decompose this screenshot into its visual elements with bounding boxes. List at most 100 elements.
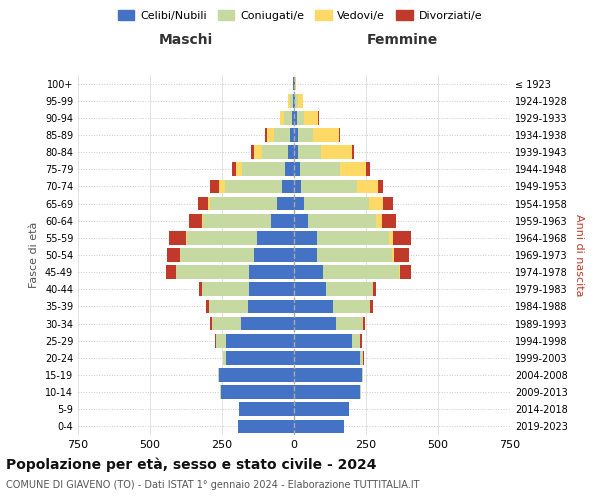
Bar: [206, 300, 209, 314]
Bar: [400, 266, 411, 279]
Bar: [218, 368, 219, 382]
Text: Maschi: Maschi: [159, 34, 213, 48]
Bar: [283, 180, 294, 194]
Bar: [169, 231, 186, 244]
Bar: [250, 266, 294, 279]
Bar: [189, 214, 202, 228]
Bar: [203, 214, 271, 228]
Bar: [166, 266, 176, 279]
Bar: [294, 128, 298, 142]
Bar: [294, 368, 362, 382]
Bar: [266, 128, 274, 142]
Bar: [254, 248, 294, 262]
Bar: [358, 180, 377, 194]
Bar: [294, 386, 360, 399]
Bar: [383, 196, 394, 210]
Bar: [298, 128, 313, 142]
Bar: [242, 162, 286, 176]
Bar: [323, 266, 399, 279]
Bar: [250, 282, 294, 296]
Y-axis label: Fasce di età: Fasce di età: [29, 222, 39, 288]
Bar: [277, 196, 294, 210]
Bar: [300, 162, 340, 176]
Bar: [211, 196, 277, 210]
Bar: [313, 128, 338, 142]
Bar: [294, 300, 333, 314]
Bar: [298, 94, 302, 108]
Bar: [382, 214, 396, 228]
Bar: [232, 162, 236, 176]
Bar: [219, 180, 225, 194]
Bar: [220, 386, 221, 399]
Bar: [226, 334, 294, 347]
Text: Femmine: Femmine: [367, 34, 437, 48]
Bar: [294, 196, 304, 210]
Bar: [394, 248, 409, 262]
Bar: [271, 214, 294, 228]
Bar: [284, 111, 292, 124]
Bar: [294, 146, 298, 159]
Bar: [363, 316, 365, 330]
Bar: [360, 351, 363, 364]
Bar: [216, 334, 226, 347]
Bar: [294, 402, 349, 416]
Bar: [186, 231, 187, 244]
Bar: [208, 196, 211, 210]
Bar: [286, 162, 294, 176]
Bar: [294, 316, 336, 330]
Bar: [304, 111, 319, 124]
Bar: [322, 146, 352, 159]
Bar: [376, 214, 382, 228]
Bar: [317, 248, 392, 262]
Bar: [394, 231, 410, 244]
Bar: [223, 351, 226, 364]
Bar: [254, 146, 262, 159]
Bar: [294, 266, 323, 279]
Bar: [294, 248, 317, 262]
Bar: [360, 334, 362, 347]
Bar: [362, 368, 363, 382]
Bar: [317, 231, 389, 244]
Bar: [167, 248, 179, 262]
Bar: [187, 231, 257, 244]
Bar: [369, 196, 383, 210]
Bar: [248, 300, 294, 314]
Bar: [197, 196, 208, 210]
Bar: [226, 351, 294, 364]
Bar: [238, 420, 294, 434]
Bar: [294, 214, 308, 228]
Bar: [288, 94, 290, 108]
Bar: [280, 111, 284, 124]
Bar: [294, 162, 300, 176]
Bar: [211, 316, 212, 330]
Bar: [221, 386, 294, 399]
Bar: [251, 146, 254, 159]
Bar: [294, 351, 360, 364]
Bar: [292, 111, 294, 124]
Bar: [370, 300, 373, 314]
Bar: [180, 248, 254, 262]
Bar: [366, 162, 370, 176]
Bar: [294, 94, 295, 108]
Bar: [326, 282, 373, 296]
Text: Popolazione per età, sesso e stato civile - 2024: Popolazione per età, sesso e stato civil…: [6, 458, 377, 472]
Bar: [294, 334, 352, 347]
Bar: [225, 180, 283, 194]
Bar: [336, 316, 363, 330]
Bar: [202, 214, 203, 228]
Text: COMUNE DI GIAVENO (TO) - Dati ISTAT 1° gennaio 2024 - Elaborazione TUTTITALIA.IT: COMUNE DI GIAVENO (TO) - Dati ISTAT 1° g…: [6, 480, 419, 490]
Bar: [211, 180, 219, 194]
Bar: [290, 94, 293, 108]
Bar: [212, 316, 241, 330]
Bar: [340, 162, 366, 176]
Bar: [294, 231, 317, 244]
Bar: [294, 282, 326, 296]
Bar: [294, 420, 344, 434]
Bar: [293, 94, 294, 108]
Bar: [295, 94, 298, 108]
Bar: [377, 180, 383, 194]
Bar: [352, 334, 360, 347]
Bar: [333, 300, 370, 314]
Bar: [294, 180, 301, 194]
Bar: [389, 231, 394, 244]
